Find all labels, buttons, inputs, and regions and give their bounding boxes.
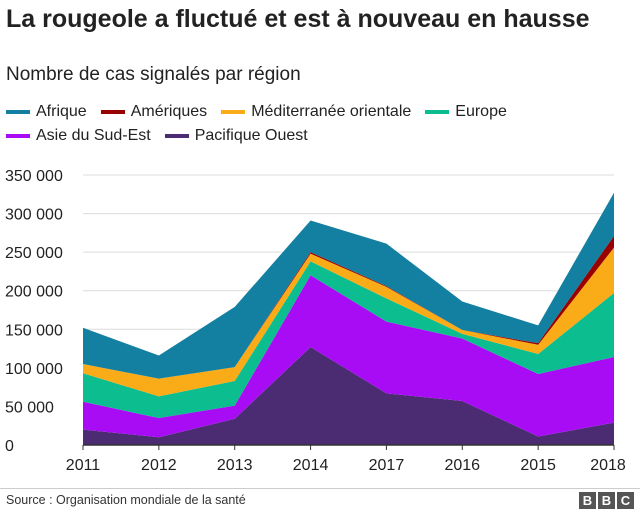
y-tick-label: 300 000 xyxy=(5,207,63,224)
y-tick-label: 200 000 xyxy=(5,284,63,301)
legend-label: Afrique xyxy=(36,103,87,120)
legend-item: Pacifique Ouest xyxy=(164,127,308,145)
x-tick-label: 2012 xyxy=(141,457,177,474)
legend-swatch xyxy=(164,134,189,138)
legend-label: Méditerranée orientale xyxy=(251,103,412,120)
legend: Afrique Amériques Méditerranée orientale Eu… xyxy=(6,100,636,148)
y-tick-label: 50 000 xyxy=(5,399,54,416)
legend-swatch xyxy=(221,110,246,114)
y-tick-label: 250 000 xyxy=(5,245,63,262)
x-tick-label: 2011 xyxy=(66,457,101,474)
chart-title: La rougeole a fluctué et est à nouveau e… xyxy=(6,5,590,33)
x-tick-label: 2013 xyxy=(217,457,253,474)
legend-label: Europe xyxy=(455,103,507,120)
legend-item: Amériques xyxy=(100,103,208,121)
x-tick-label: 2017 xyxy=(369,457,405,474)
x-tick-label: 2014 xyxy=(293,457,329,474)
area-asie-du-sud-est xyxy=(83,275,614,438)
area-afrique xyxy=(83,192,614,379)
legend-item: Asie du Sud-Est xyxy=(6,127,151,145)
legend-item: Afrique xyxy=(6,103,87,121)
y-tick-label: 350 000 xyxy=(5,168,63,185)
x-tick-label: 2016 xyxy=(444,457,480,474)
legend-swatch xyxy=(6,110,30,114)
legend-swatch xyxy=(6,134,30,138)
legend-label: Amériques xyxy=(130,103,208,120)
legend-item: Méditerranée orientale xyxy=(221,103,411,121)
x-tick-label: 2015 xyxy=(520,457,556,474)
x-tick-label: 2018 xyxy=(590,457,626,474)
chart-subtitle: Nombre de cas signalés par région xyxy=(6,64,301,85)
y-tick-label: 100 000 xyxy=(5,361,63,378)
legend-row: Asie du Sud-Est Pacifique Ouest xyxy=(6,124,636,148)
legend-row: Afrique Amériques Méditerranée orientale Eu… xyxy=(6,100,636,124)
footer-divider xyxy=(0,488,640,489)
y-tick-label: 150 000 xyxy=(5,322,63,339)
legend-label: Pacifique Ouest xyxy=(194,127,308,144)
area-europe xyxy=(83,261,614,418)
source-text: Source : Organisation mondiale de la san… xyxy=(6,493,246,507)
legend-swatch xyxy=(100,110,125,114)
area-pacifique-ouest xyxy=(83,347,614,445)
y-tick-label: 0 xyxy=(5,438,14,455)
legend-item: Europe xyxy=(425,103,507,121)
legend-label: Asie du Sud-Est xyxy=(36,127,151,144)
legend-swatch xyxy=(425,110,450,114)
area-m-diterran-e-orientale xyxy=(83,247,614,397)
